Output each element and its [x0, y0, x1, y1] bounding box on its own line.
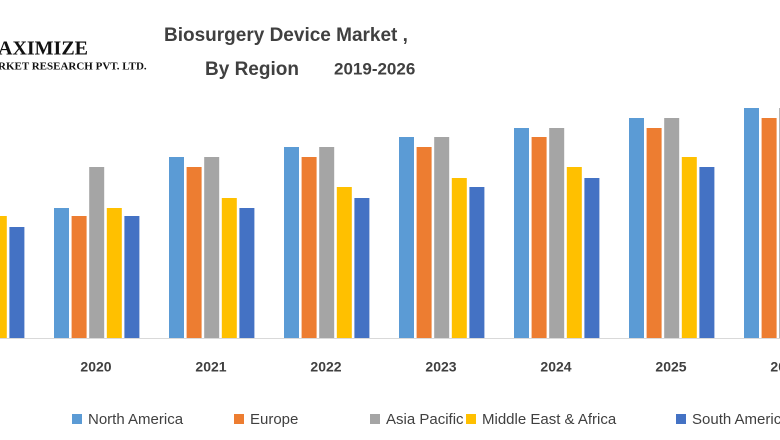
bar — [54, 208, 69, 338]
bar — [106, 208, 122, 338]
legend-swatch — [72, 414, 82, 424]
legend-label: Europe — [250, 411, 298, 428]
bar — [549, 128, 565, 338]
bar — [469, 187, 485, 338]
bar — [169, 157, 184, 338]
bar — [584, 178, 600, 338]
bar — [284, 147, 299, 338]
bar — [399, 137, 414, 338]
bar — [354, 198, 370, 338]
legend-swatch — [370, 414, 380, 424]
x-tick-label: 2022 — [310, 359, 341, 375]
bar — [451, 178, 467, 338]
bar — [629, 118, 644, 338]
bar — [664, 118, 680, 338]
legend-swatch — [676, 414, 686, 424]
x-tick-label: 2026 — [770, 359, 780, 375]
bar — [699, 167, 715, 338]
bar — [761, 118, 777, 338]
bar — [531, 137, 547, 338]
logo-name: AXIMIZE — [0, 38, 88, 60]
legend-label: South America — [692, 411, 780, 428]
bar — [186, 167, 202, 338]
logo-tagline: RKET RESEARCH PVT. LTD. — [0, 61, 147, 73]
bar — [514, 128, 529, 338]
bar — [204, 157, 220, 338]
bar — [301, 157, 317, 338]
bar — [416, 147, 432, 338]
chart-title: Biosurgery Device Market , — [164, 25, 408, 46]
legend-swatch — [466, 414, 476, 424]
legend-label: Middle East & Africa — [482, 411, 617, 428]
chart-period: 2019-2026 — [334, 59, 415, 78]
bar — [566, 167, 582, 338]
bar — [681, 157, 697, 338]
bar — [336, 187, 352, 338]
bar — [89, 167, 105, 338]
chart-subtitle: By Region — [205, 59, 299, 80]
legend-label: Asia Pacific — [386, 411, 464, 428]
bar — [9, 227, 25, 338]
x-tick-label: 2024 — [540, 359, 571, 375]
x-tick-label: 2023 — [425, 359, 456, 375]
bar — [239, 208, 255, 338]
bar — [319, 147, 335, 338]
bar — [434, 137, 450, 338]
bar — [0, 216, 7, 338]
x-tick-label: 2020 — [80, 359, 111, 375]
legend-swatch — [234, 414, 244, 424]
x-tick-label: 2025 — [655, 359, 686, 375]
bar — [124, 216, 140, 338]
bar — [71, 216, 87, 338]
bar — [744, 108, 759, 338]
x-tick-label: 2021 — [195, 359, 226, 375]
bar — [646, 128, 662, 338]
bar — [221, 198, 237, 338]
legend-label: North America — [88, 411, 184, 428]
